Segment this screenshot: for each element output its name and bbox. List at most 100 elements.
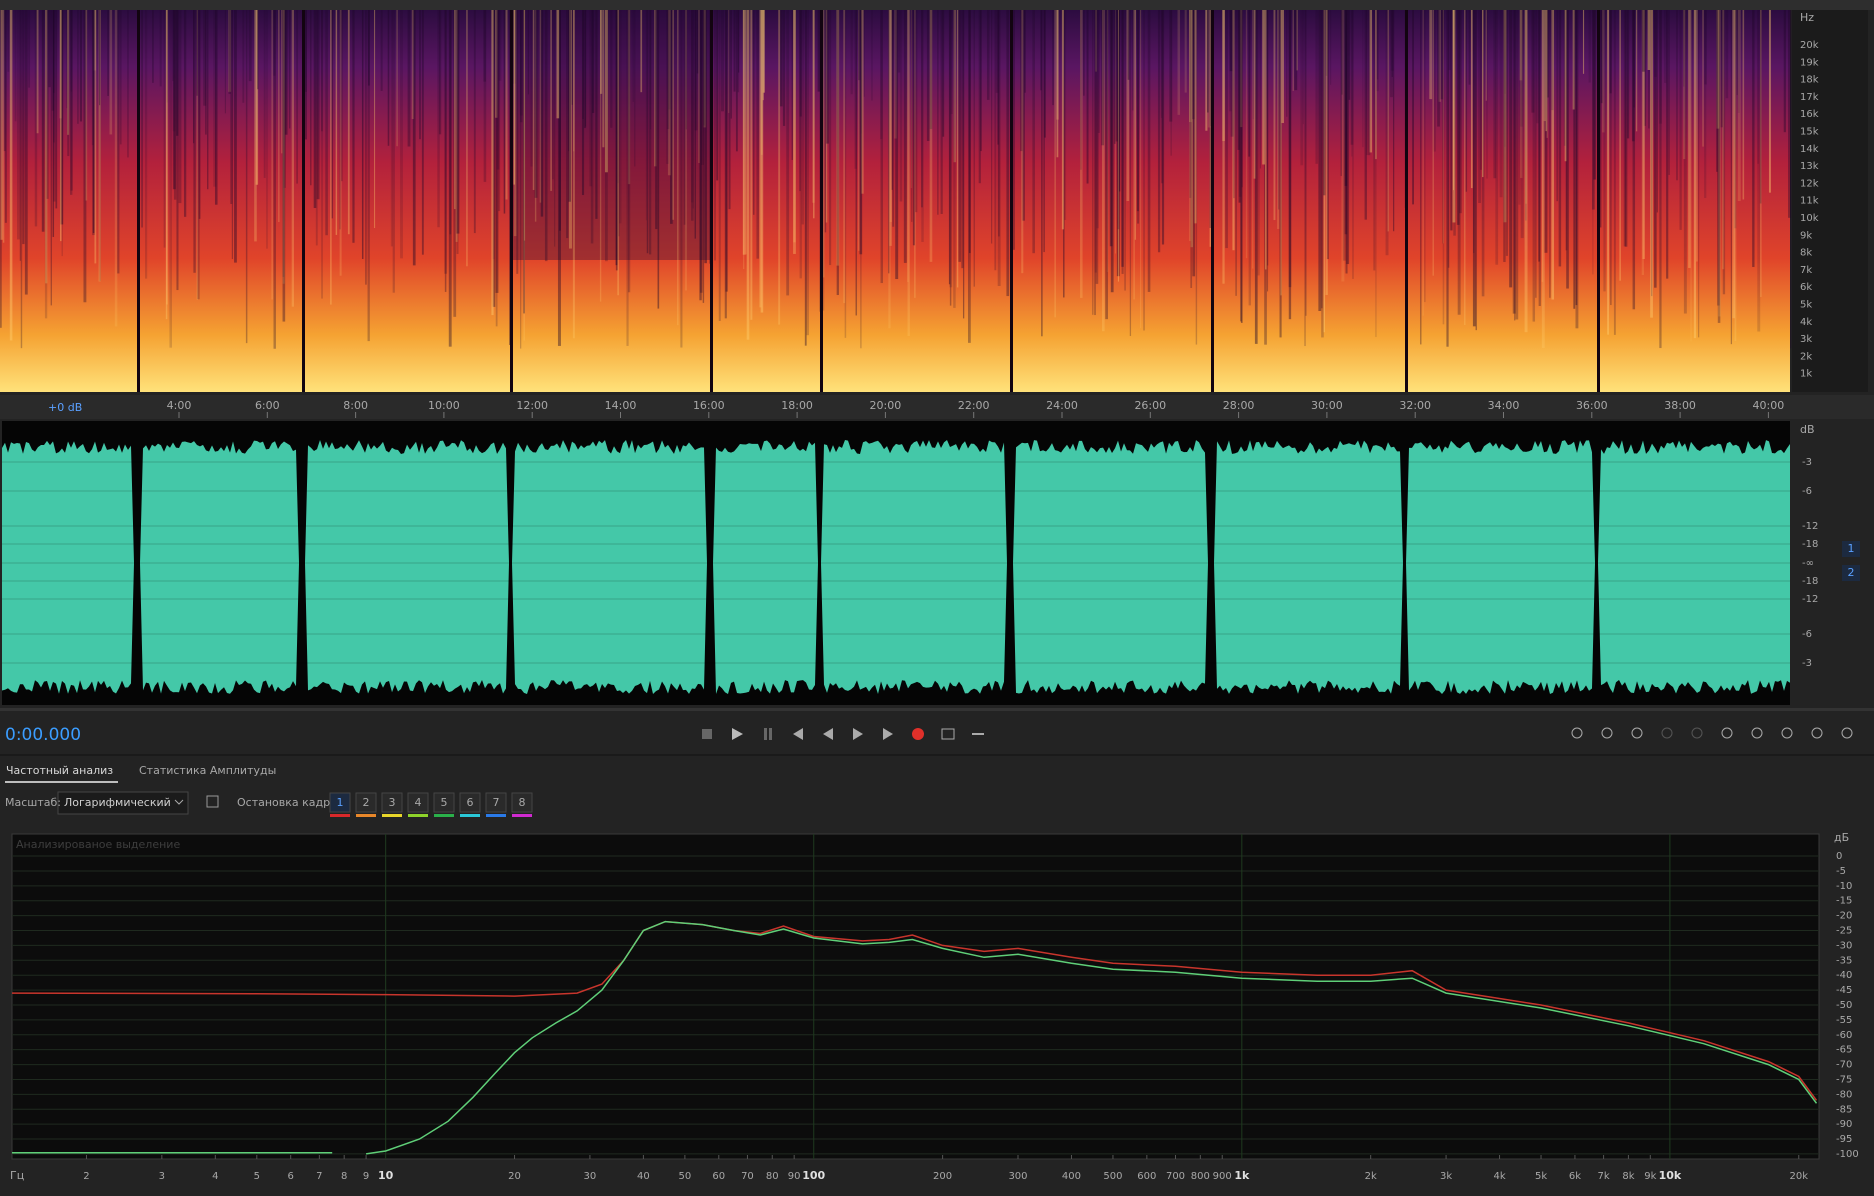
spectral-streak [582, 10, 584, 119]
spectral-streak [568, 10, 571, 202]
spectral-streak [1080, 10, 1083, 298]
channel-tag[interactable] [1842, 565, 1860, 581]
time-label: 34:00 [1488, 399, 1520, 412]
spectral-streak [1229, 10, 1233, 72]
nav-button[interactable] [823, 728, 833, 740]
x-tick-label: 300 [1008, 1171, 1027, 1182]
spectral-streak [296, 10, 298, 184]
spectral-streak [997, 10, 999, 145]
spectral-streak [907, 10, 910, 336]
spectral-streak [1262, 10, 1265, 165]
spectral-streak [67, 10, 70, 135]
db-label: -∞ [1802, 558, 1814, 569]
spectral-streak [1254, 10, 1258, 344]
nav-button[interactable] [853, 728, 863, 740]
spectral-streak [949, 10, 953, 288]
spectral-streak [858, 10, 861, 81]
spectral-streak [799, 10, 802, 117]
tab-amplitude[interactable]: Статистика Амплитуды [139, 764, 276, 777]
spectral-streak [880, 10, 883, 140]
freeze-slot[interactable] [329, 792, 351, 813]
spectral-streak [654, 10, 657, 167]
spectral-streak [330, 10, 332, 305]
spectral-streak [1448, 10, 1452, 71]
spectral-streak [1094, 10, 1097, 273]
spectral-streak [1143, 10, 1145, 331]
zoom-button[interactable] [1631, 727, 1643, 739]
spectral-streak [289, 10, 291, 129]
hz-label: 17k [1800, 92, 1819, 103]
spectral-streak [1551, 10, 1555, 300]
scale-dropdown[interactable] [57, 791, 189, 815]
zoom-button[interactable] [1841, 727, 1853, 739]
spectral-streak [1192, 10, 1196, 277]
spectral-streak [527, 10, 530, 95]
zoom-button[interactable] [1601, 727, 1613, 739]
tab-frequency[interactable]: Частотный анализ [6, 764, 113, 777]
spectral-streak [572, 10, 575, 339]
spectral-streak [1716, 10, 1718, 172]
spectral-streak [1545, 10, 1547, 132]
spectral-streak [1281, 10, 1284, 124]
spectral-streak [278, 10, 280, 222]
spectral-streak [166, 10, 168, 103]
freeze-slot[interactable] [485, 792, 507, 813]
x-tick-label: 4 [212, 1171, 218, 1182]
spectral-streak [1546, 10, 1548, 138]
spectral-streak [93, 10, 97, 71]
spectral-streak [1114, 10, 1116, 144]
time-label: 4:00 [167, 399, 192, 412]
freeze-slot[interactable] [381, 792, 403, 813]
spectral-streak [50, 10, 52, 306]
pause-button[interactable] [764, 728, 767, 740]
spectral-streak [627, 10, 631, 185]
spectral-streak [571, 10, 573, 105]
spectral-streak [516, 10, 519, 274]
stop-button[interactable] [702, 729, 712, 739]
nav-button[interactable] [883, 728, 893, 740]
spectral-streak [1325, 10, 1328, 295]
zoom-button[interactable] [1781, 727, 1793, 739]
time-label: 16:00 [693, 399, 725, 412]
zoom-button[interactable] [1811, 727, 1823, 739]
nav-button[interactable] [793, 728, 803, 740]
spectral-streak [1225, 10, 1228, 249]
spectral-streak [694, 10, 698, 131]
freeze-slot[interactable] [355, 792, 377, 813]
freeze-slot[interactable] [459, 792, 481, 813]
spectral-streak [615, 10, 618, 266]
play-button[interactable] [732, 728, 743, 740]
freeze-slot[interactable] [407, 792, 429, 813]
spectral-streak [365, 10, 367, 285]
freeze-slot[interactable] [511, 792, 533, 813]
spectral-streak [55, 10, 58, 209]
freeze-slot-color [330, 814, 350, 817]
x-tick-label: 200 [933, 1171, 952, 1182]
loop-button[interactable] [941, 728, 955, 740]
y-tick-label: -50 [1836, 1000, 1852, 1011]
spectral-streak [257, 10, 259, 90]
freeze-slot[interactable] [433, 792, 455, 813]
scale-value[interactable]: Логарифмический [64, 796, 171, 809]
zoom-button[interactable] [1721, 727, 1733, 739]
spectral-streak [812, 10, 815, 203]
overlay-toggle[interactable] [206, 795, 219, 808]
spectral-streak [1524, 10, 1528, 333]
hz-label: 14k [1800, 144, 1819, 155]
zoom-button[interactable] [1571, 727, 1583, 739]
spectral-streak [1683, 10, 1687, 314]
y-tick-label: -20 [1836, 911, 1852, 922]
zoom-button[interactable] [1661, 727, 1673, 739]
spectral-streak [523, 10, 525, 314]
record-button[interactable] [912, 728, 924, 740]
zoom-button[interactable] [1751, 727, 1763, 739]
spectral-streak [1177, 10, 1181, 115]
spectral-streak [1503, 10, 1506, 262]
time-ruler [0, 395, 1874, 419]
zoom-button[interactable] [1691, 727, 1703, 739]
x-tick-label: 500 [1103, 1171, 1122, 1182]
skip-button[interactable] [972, 733, 984, 735]
spectral-streak [821, 10, 825, 311]
channel-tag[interactable] [1842, 541, 1860, 557]
spectral-streak [1342, 10, 1346, 261]
